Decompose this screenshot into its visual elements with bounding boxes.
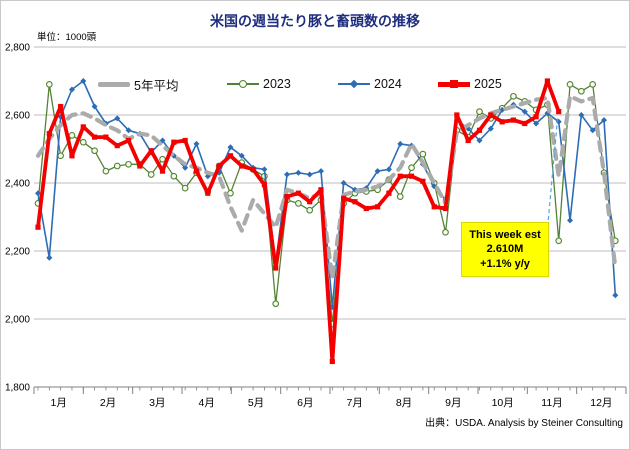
svg-text:5月: 5月 <box>248 397 264 409</box>
svg-text:2月: 2月 <box>100 397 116 409</box>
svg-text:2,400: 2,400 <box>5 179 30 190</box>
svg-text:1月: 1月 <box>50 397 66 409</box>
annotation-line2: 2.610M <box>486 243 524 256</box>
svg-text:4月: 4月 <box>198 397 214 409</box>
svg-text:2,200: 2,200 <box>5 247 30 258</box>
svg-text:9月: 9月 <box>445 397 461 409</box>
svg-text:3月: 3月 <box>149 397 165 409</box>
y-axis-unit-label: 単位：1000頭 <box>37 32 97 43</box>
chart-title: 米国の週当たり豚と畜頭数の推移 <box>210 13 420 29</box>
this-week-annotation: This week est 2.610M +1.1% y/y <box>461 222 549 277</box>
source-attribution: 出典：USDA. Analysis by Steiner Consulting <box>425 418 623 429</box>
annotation-line3: +1.1% y/y <box>480 257 530 270</box>
svg-text:6月: 6月 <box>297 397 313 409</box>
svg-text:1,800: 1,800 <box>5 383 30 394</box>
svg-text:2,000: 2,000 <box>5 315 30 326</box>
svg-text:10月: 10月 <box>492 397 514 409</box>
svg-text:8月: 8月 <box>396 397 412 409</box>
svg-text:2,800: 2,800 <box>5 43 30 54</box>
svg-text:7月: 7月 <box>346 397 362 409</box>
svg-text:12月: 12月 <box>590 397 612 409</box>
annotation-line1: This week est <box>469 229 541 241</box>
svg-text:11月: 11月 <box>541 397 562 409</box>
svg-text:2,600: 2,600 <box>5 111 30 122</box>
